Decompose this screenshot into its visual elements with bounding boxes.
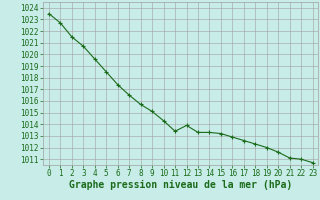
- X-axis label: Graphe pression niveau de la mer (hPa): Graphe pression niveau de la mer (hPa): [69, 180, 292, 190]
